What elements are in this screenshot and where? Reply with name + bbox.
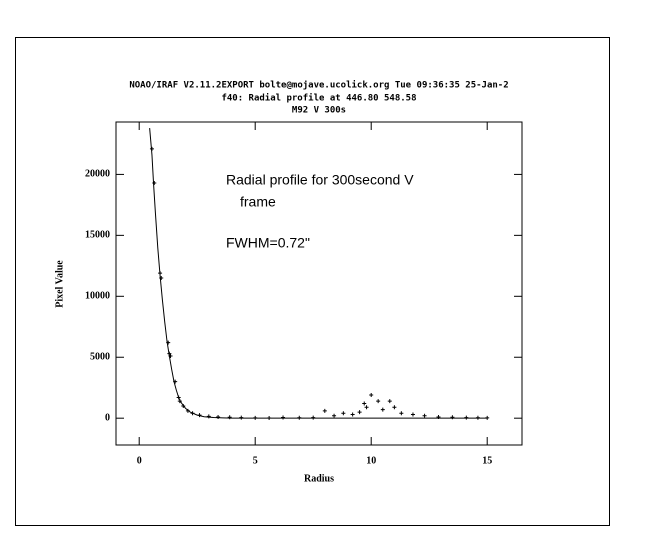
- point: [464, 415, 469, 420]
- title-line: f40: Radial profile at 446.80 548.58: [221, 93, 416, 104]
- plot-marks: [149, 128, 490, 420]
- point: [177, 399, 182, 404]
- point: [362, 401, 367, 406]
- point: [206, 414, 211, 419]
- point: [227, 415, 232, 420]
- point: [436, 414, 441, 419]
- point: [376, 399, 381, 404]
- point: [181, 403, 186, 408]
- point: [167, 351, 172, 356]
- x-tick-label: 15: [482, 455, 492, 466]
- point: [166, 340, 171, 345]
- point: [332, 413, 337, 418]
- y-axis-label: Pixel Value: [54, 260, 65, 308]
- point: [159, 276, 164, 281]
- point: [399, 411, 404, 416]
- x-tick-label: 0: [137, 455, 142, 466]
- y-tick-label: 20000: [85, 169, 110, 180]
- y-tick-label: 5000: [90, 352, 110, 363]
- point: [392, 405, 397, 410]
- x-axis-label: Radius: [304, 473, 334, 484]
- point: [149, 146, 154, 151]
- point: [173, 379, 178, 384]
- point: [311, 415, 316, 420]
- point: [410, 412, 415, 417]
- profile-line: [149, 128, 488, 419]
- point: [267, 415, 272, 420]
- point: [341, 411, 346, 416]
- point: [450, 415, 455, 420]
- point: [357, 410, 362, 415]
- point: [253, 415, 258, 420]
- point: [176, 395, 181, 400]
- point: [168, 354, 173, 359]
- point: [190, 411, 195, 416]
- point: [364, 405, 369, 410]
- point: [185, 408, 190, 413]
- point: [475, 415, 480, 420]
- y-tick-label: 15000: [85, 230, 110, 241]
- plot-area: [115, 121, 523, 446]
- point: [422, 413, 427, 418]
- y-tick-label: 0: [105, 412, 110, 423]
- point: [158, 271, 163, 276]
- point: [485, 415, 490, 420]
- annotation: Radial profile for 300second V: [226, 172, 414, 188]
- frame: [15, 37, 610, 526]
- x-tick-label: 5: [253, 455, 258, 466]
- point: [380, 407, 385, 412]
- point: [197, 413, 202, 418]
- x-tick-label: 10: [366, 455, 376, 466]
- annotation: frame: [240, 194, 276, 210]
- annotation: FWHM=0.72": [226, 235, 310, 251]
- point: [216, 414, 221, 419]
- point: [369, 393, 374, 398]
- point: [297, 415, 302, 420]
- point: [239, 415, 244, 420]
- title-line: NOAO/IRAF V2.11.2EXPORT bolte@mojave.uco…: [129, 80, 508, 91]
- point: [322, 408, 327, 413]
- point: [387, 399, 392, 404]
- point: [350, 412, 355, 417]
- point: [281, 415, 286, 420]
- title-line: M92 V 300s: [292, 106, 346, 116]
- point: [152, 180, 157, 185]
- y-tick-label: 10000: [85, 291, 110, 302]
